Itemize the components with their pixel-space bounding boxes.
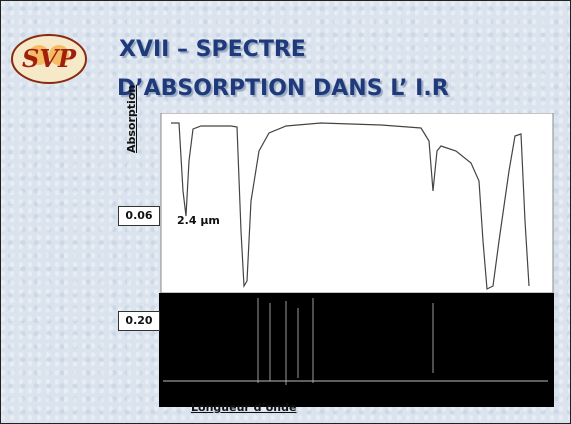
wavelength-marker: 2.4 µm [177,214,220,227]
logo-text: SVP [22,44,77,73]
y-axis-label: Absorption [125,85,138,153]
spectrum-image [158,113,554,409]
slide: SVP XVII – SPECTRE D’ABSORPTION DANS L’ … [0,0,571,424]
title-line: XVII – SPECTRE [119,37,306,62]
spectrum-frame [161,113,553,293]
dark-region [159,293,554,407]
title-line: D’ABSORPTION DANS L’ I.R [117,76,449,101]
x-axis-label: Longueur d’onde [191,401,296,414]
value-box: 0.20 [118,311,160,331]
logo: SVP [7,31,97,91]
value-box: 0.06 [118,206,160,226]
